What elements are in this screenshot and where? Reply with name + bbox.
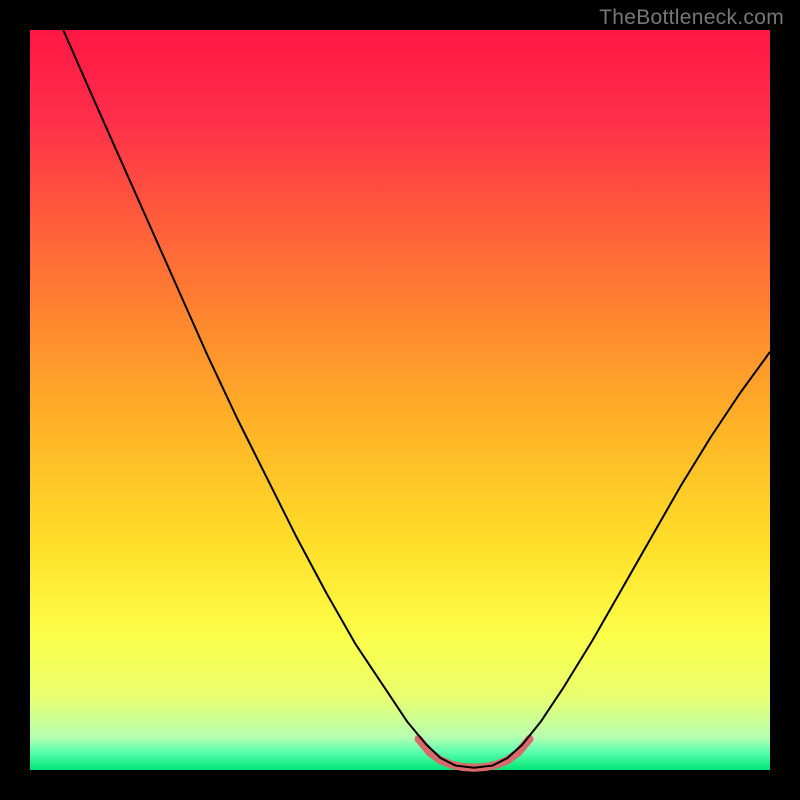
watermark-text: TheBottleneck.com <box>599 6 784 30</box>
chart-svg <box>0 0 800 800</box>
bottleneck-chart: TheBottleneck.com <box>0 0 800 800</box>
